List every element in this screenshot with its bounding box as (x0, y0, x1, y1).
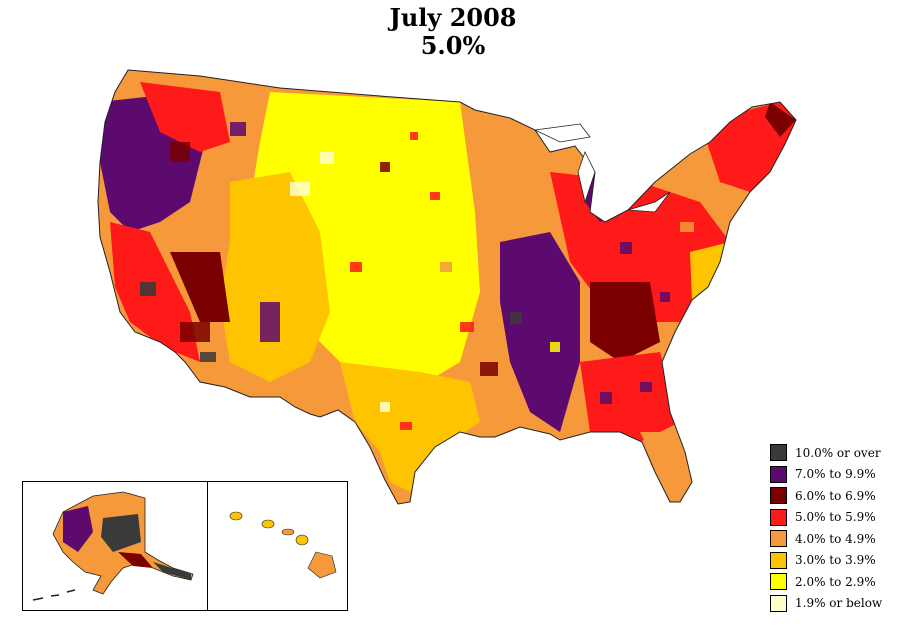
aleutian-islands (32, 589, 76, 601)
alaska-dark (101, 514, 141, 552)
alaska-se (153, 562, 191, 580)
southeast (580, 352, 680, 442)
legend-swatch (770, 487, 787, 505)
legend-item-3-to-3: 3.0% to 3.9% (770, 550, 900, 572)
big-island (307, 551, 337, 579)
title-period: July 2008 (389, 3, 517, 32)
legend-label: 10.0% or over (795, 445, 881, 460)
maui (295, 534, 309, 546)
county-choropleth (98, 70, 796, 504)
alaska-hawaii-inset (22, 481, 348, 611)
alaska-map (32, 491, 194, 601)
legend-swatch (770, 594, 787, 612)
hawaii-map (229, 511, 337, 579)
mississippi-valley (500, 232, 580, 432)
oahu (261, 519, 275, 529)
oregon-red (140, 82, 230, 152)
title-national-rate: 5.0% (420, 31, 486, 60)
us-outline (97, 69, 797, 505)
legend-swatch (770, 573, 787, 591)
kauai (229, 511, 243, 521)
legend-swatch (770, 530, 787, 548)
great-lakes (533, 123, 671, 213)
legend-item-6-to-6: 6.0% to 6.9% (770, 485, 900, 507)
legend-item-1-or-below: 1.9% or below (770, 593, 900, 615)
legend-swatch (770, 465, 787, 483)
alaska-purple (63, 506, 93, 552)
legend-label: 3.0% to 3.9% (795, 553, 876, 568)
map-title: July 2008 5.0% (0, 4, 906, 60)
legend-swatch (770, 551, 787, 569)
molokai (281, 528, 295, 536)
legend-item-2-to-2: 2.0% to 2.9% (770, 571, 900, 593)
legend-item-4-to-4: 4.0% to 4.9% (770, 528, 900, 550)
legend-label: 4.0% to 4.9% (795, 531, 876, 546)
legend-swatch (770, 444, 787, 462)
legend-swatch (770, 508, 787, 526)
legend-label: 7.0% to 9.9% (795, 467, 876, 482)
nevada (170, 252, 230, 322)
county-speckle (140, 122, 694, 430)
inset-divider (207, 482, 208, 610)
legend-item-10-or-over: 10.0% or over (770, 442, 900, 464)
legend: 10.0% or over 7.0% to 9.9% 6.0% to 6.9% … (770, 442, 900, 614)
legend-label: 1.9% or below (795, 596, 883, 611)
florida (640, 432, 692, 502)
virginia-gold (690, 242, 730, 300)
legend-label: 2.0% to 2.9% (795, 574, 876, 589)
legend-item-5-to-5: 5.0% to 5.9% (770, 507, 900, 529)
legend-label: 6.0% to 6.9% (795, 488, 876, 503)
mountain-region (220, 172, 330, 382)
legend-label: 5.0% to 5.9% (795, 510, 876, 525)
maine (765, 102, 796, 137)
alaska-red (118, 552, 153, 568)
appalachia (590, 282, 660, 362)
contiguous-us-map (97, 69, 797, 505)
legend-item-7-to-9: 7.0% to 9.9% (770, 464, 900, 486)
